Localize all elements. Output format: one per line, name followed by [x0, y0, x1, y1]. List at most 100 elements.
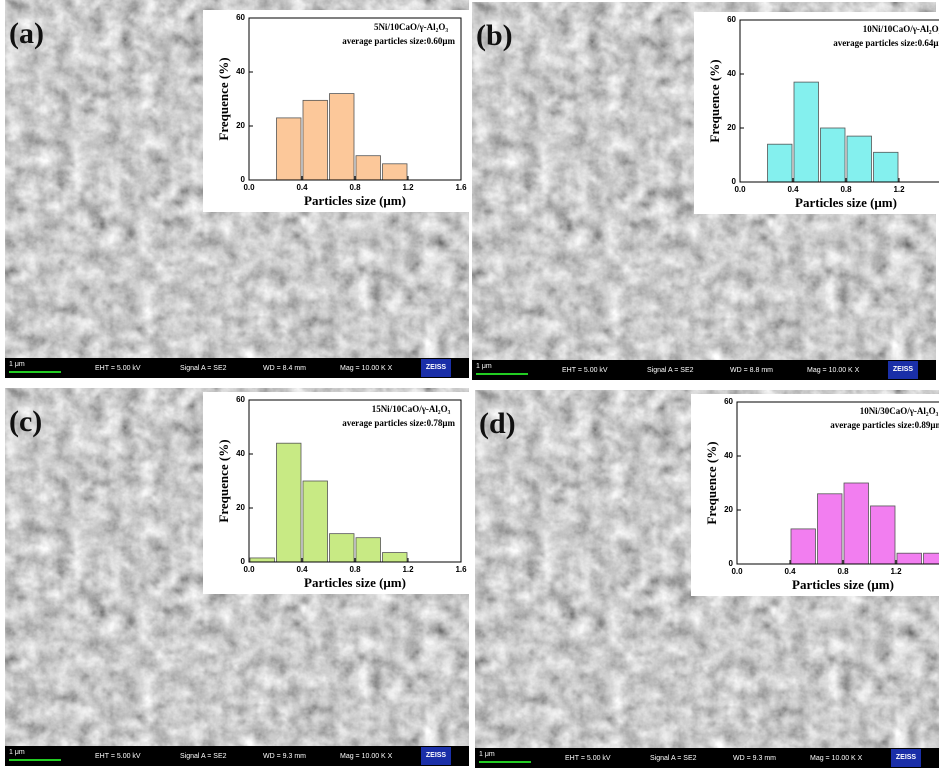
- wd-text: WD = 8.4 mm: [263, 365, 306, 372]
- signal-text: Signal A = SE2: [180, 753, 227, 760]
- inset: 0.00.40.81.21.60204060Particles size (μm…: [691, 394, 939, 596]
- bar: [277, 443, 302, 562]
- x-tick-label: 0.0: [734, 185, 746, 194]
- chart-subtitle: average particles size:0.60μm: [342, 36, 455, 46]
- x-tick-label: 1.2: [893, 185, 905, 194]
- bar: [356, 156, 381, 180]
- mag-text: Mag = 10.00 K X: [810, 755, 863, 762]
- panel-label: (a): [9, 17, 44, 50]
- chart-title: 5Ni/10CaO/γ-Al₂O₃: [374, 22, 448, 32]
- panel: (a) 1 μm EHT = 5.00 kV Signal A = SE2 WD = 8…: [5, 0, 469, 378]
- panel-label: (b): [476, 19, 513, 52]
- scale-text: 1 μm: [476, 363, 492, 370]
- bar: [794, 82, 819, 182]
- x-tick-label: 1.6: [455, 565, 467, 574]
- bar: [847, 136, 872, 182]
- chart-subtitle: average particles size:0.89μm: [830, 420, 939, 430]
- x-axis-label: Particles size (μm): [304, 193, 406, 208]
- signal-text: Signal A = SE2: [180, 365, 227, 372]
- x-tick-label: 0.8: [840, 185, 852, 194]
- y-tick-label: 20: [236, 503, 245, 512]
- y-axis-label: Frequence (%): [216, 439, 231, 522]
- panel: (b) 1 μm EHT = 5.00 kV Signal A = SE2 WD = 8…: [472, 2, 939, 380]
- panel: (c) 1 μm EHT = 5.00 kV Signal A = SE2 WD = 9…: [5, 388, 469, 766]
- bar: [303, 100, 328, 180]
- wd-text: WD = 9.3 mm: [733, 755, 776, 762]
- x-tick-label: 1.2: [402, 183, 414, 192]
- bar: [356, 538, 381, 562]
- y-tick-label: 0: [729, 559, 734, 568]
- y-tick-label: 0: [241, 557, 246, 566]
- x-tick-label: 0.4: [787, 185, 799, 194]
- x-tick-label: 0.8: [349, 565, 361, 574]
- panel: (d)1 μmEHT = 5.00 kVSignal A = SE2WD = 9…: [475, 390, 939, 768]
- x-axis-label: Particles size (μm): [795, 195, 897, 210]
- bar: [821, 128, 846, 182]
- info-bar: [472, 360, 936, 380]
- bar: [874, 152, 899, 182]
- y-axis-label: Frequence (%): [707, 59, 722, 142]
- x-tick-label: 1.2: [402, 565, 414, 574]
- wd-text: WD = 8.8 mm: [730, 367, 773, 374]
- signal-text: Signal A = SE2: [650, 755, 697, 762]
- info-bar: [475, 748, 939, 768]
- panel-label: (c): [9, 405, 42, 438]
- bar: [897, 553, 922, 564]
- eht-text: EHT = 5.00 kV: [565, 755, 611, 762]
- scale-text: 1 μm: [9, 749, 25, 756]
- y-tick-label: 40: [236, 449, 245, 458]
- y-tick-label: 40: [236, 67, 245, 76]
- eht-text: EHT = 5.00 kV: [562, 367, 608, 374]
- bar: [844, 483, 869, 564]
- x-tick-label: 1.2: [890, 567, 902, 576]
- bar: [383, 164, 408, 180]
- x-tick-label: 0.0: [731, 567, 743, 576]
- panel-label: (d): [479, 407, 516, 440]
- wd-text: WD = 9.3 mm: [263, 753, 306, 760]
- x-tick-label: 0.4: [296, 183, 308, 192]
- mag-text: Mag = 10.00 K X: [340, 365, 393, 372]
- brand-text: ZEISS: [426, 752, 447, 759]
- x-tick-label: 0.4: [784, 567, 796, 576]
- y-tick-label: 20: [236, 121, 245, 130]
- brand-text: ZEISS: [896, 754, 917, 761]
- x-axis-label: Particles size (μm): [792, 577, 894, 592]
- chart-subtitle: average particles size:0.64μm: [833, 38, 939, 48]
- y-tick-label: 60: [727, 15, 736, 24]
- mag-text: Mag = 10.00 K X: [340, 753, 393, 760]
- y-tick-label: 40: [727, 69, 736, 78]
- info-bar: [5, 358, 469, 378]
- x-tick-label: 0.0: [243, 183, 255, 192]
- bar: [818, 494, 843, 564]
- mag-text: Mag = 10.00 K X: [807, 367, 860, 374]
- chart-subtitle: average particles size:0.78μm: [342, 418, 455, 428]
- y-tick-label: 20: [724, 505, 733, 514]
- y-axis-label: Frequence (%): [704, 441, 719, 524]
- signal-text: Signal A = SE2: [647, 367, 694, 374]
- chart-title: 10Ni/30CaO/γ-Al₂O₃: [860, 406, 939, 416]
- y-tick-label: 0: [241, 175, 246, 184]
- bar: [277, 118, 302, 180]
- bar: [791, 529, 816, 564]
- scale-text: 1 μm: [9, 361, 25, 368]
- bar: [768, 144, 793, 182]
- bar: [924, 553, 939, 564]
- x-tick-label: 0.4: [296, 565, 308, 574]
- page: {"chart_data": [ {"type": "histogram", "…: [0, 0, 939, 769]
- bar: [250, 558, 275, 562]
- figure: (a) 1 μm EHT = 5.00 kV Signal A = SE2 WD = 8…: [0, 0, 939, 769]
- bar: [303, 481, 328, 562]
- eht-text: EHT = 5.00 kV: [95, 365, 141, 372]
- y-tick-label: 40: [724, 451, 733, 460]
- y-tick-label: 60: [724, 397, 733, 406]
- y-tick-label: 60: [236, 395, 245, 404]
- info-bar: [5, 746, 469, 766]
- x-tick-label: 1.6: [455, 183, 467, 192]
- eht-text: EHT = 5.00 kV: [95, 753, 141, 760]
- chart-title: 10Ni/10CaO/γ-Al₂O₃: [863, 24, 939, 34]
- bar: [330, 94, 355, 180]
- y-tick-label: 0: [732, 177, 737, 186]
- x-tick-label: 0.8: [349, 183, 361, 192]
